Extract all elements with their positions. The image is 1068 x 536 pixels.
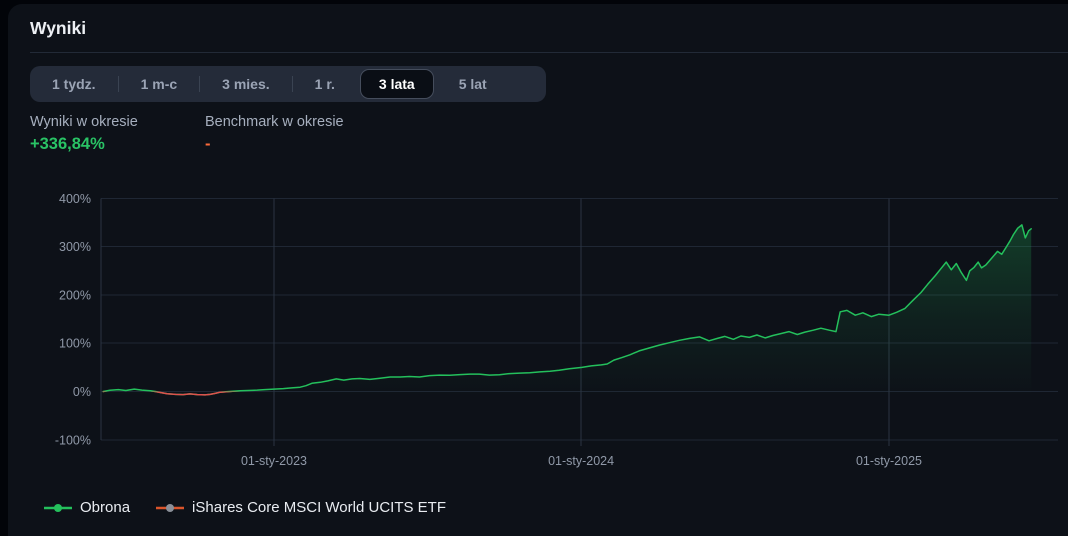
legend-label: iShares Core MSCI World UCITS ETF xyxy=(192,499,446,516)
y-axis-label: 0% xyxy=(73,385,91,399)
tab-3-lata[interactable]: 3 lata xyxy=(359,69,434,99)
tab-divider xyxy=(117,76,119,92)
y-axis-label: 400% xyxy=(59,192,91,206)
legend-label: Obrona xyxy=(80,499,131,516)
x-axis-label: 01-sty-2023 xyxy=(241,454,307,468)
tab-1-tydz[interactable]: 1 tydz. xyxy=(52,76,96,92)
y-axis-label: 300% xyxy=(59,240,91,254)
period-result-stat: Wyniki w okresie +336,84% xyxy=(30,114,138,154)
chart-legend: Obrona iShares Core MSCI World UCITS ETF xyxy=(44,499,446,516)
period-tabbar: 1 tydz. 1 m-c 3 mies. 1 r. 3 lata 5 lat xyxy=(30,66,546,102)
title-divider xyxy=(30,52,1068,53)
period-result-label: Wyniki w okresie xyxy=(30,114,138,130)
series-area-fill xyxy=(103,224,1032,440)
legend-item-ishares[interactable]: iShares Core MSCI World UCITS ETF xyxy=(156,499,446,516)
tab-divider xyxy=(199,76,201,92)
benchmark-result-label: Benchmark w okresie xyxy=(205,114,344,130)
tab-1-r[interactable]: 1 r. xyxy=(314,76,335,92)
performance-line-chart[interactable]: 400% 300% 200% 100% 0% -100% 01-sty-2023 01-sty… xyxy=(8,4,1068,536)
benchmark-result-stat: Benchmark w okresie - xyxy=(205,114,344,154)
y-axis-label: 100% xyxy=(59,337,91,351)
period-result-value: +336,84% xyxy=(30,135,105,153)
legend-marker-icon xyxy=(44,503,72,512)
card-title: Wyniki xyxy=(30,18,87,38)
legend-item-obrona[interactable]: Obrona xyxy=(44,499,130,516)
tab-divider xyxy=(291,76,293,92)
series-line-positive xyxy=(102,224,1032,396)
x-axis-label: 01-sty-2024 xyxy=(548,454,614,468)
x-axis-label: 01-sty-2025 xyxy=(856,454,922,468)
legend-marker-icon xyxy=(156,503,185,512)
y-axis-label: 200% xyxy=(59,288,91,302)
results-card: Wyniki 1 tydz. 1 m-c 3 mies. 1 r. 3 lata 5 la… xyxy=(8,4,1068,536)
tab-1-m-c[interactable]: 1 m-c xyxy=(140,76,178,92)
tab-3-mies[interactable]: 3 mies. xyxy=(222,76,270,92)
tab-5-lat[interactable]: 5 lat xyxy=(458,76,487,92)
y-axis-label: -100% xyxy=(55,433,91,447)
benchmark-result-value: - xyxy=(205,135,211,153)
